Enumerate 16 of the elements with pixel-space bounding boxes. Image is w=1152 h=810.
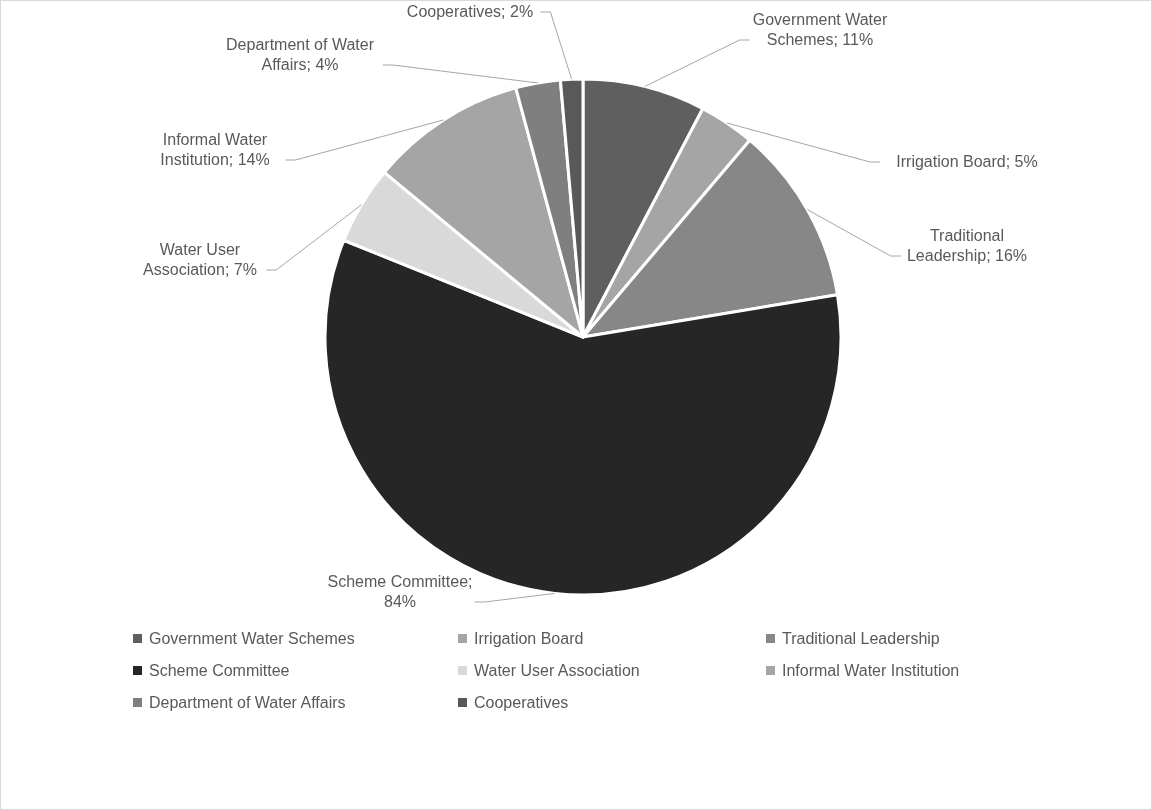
- legend-label: Water User Association: [474, 662, 640, 679]
- legend-label: Informal Water Institution: [782, 662, 960, 679]
- data-label: Irrigation Board; 5%: [896, 153, 1038, 170]
- data-label: Traditional Leadership; 16%: [906, 227, 1028, 264]
- legend-label: Scheme Committee: [149, 662, 290, 679]
- data-label: Water User Association; 7%: [143, 241, 257, 278]
- data-label: Government Water Schemes; 11%: [752, 11, 888, 48]
- legend-label: Irrigation Board: [474, 630, 584, 647]
- data-label: Cooperatives; 2%: [406, 3, 534, 20]
- legend-label: Department of Water Affairs: [149, 694, 346, 711]
- data-label: Department of Water Affairs; 4%: [226, 36, 375, 73]
- legend-label: Traditional Leadership: [782, 630, 940, 647]
- data-label: Scheme Committee; 84%: [327, 573, 473, 610]
- legend-label: Cooperatives: [474, 694, 569, 711]
- data-label: Informal Water Institution; 14%: [160, 131, 270, 168]
- legend-label: Government Water Schemes: [149, 630, 355, 647]
